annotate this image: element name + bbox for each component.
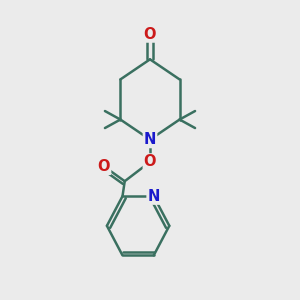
Text: O: O <box>98 159 110 174</box>
Text: O: O <box>144 27 156 42</box>
Text: O: O <box>144 154 156 169</box>
Text: N: N <box>144 132 156 147</box>
Text: N: N <box>148 189 160 204</box>
